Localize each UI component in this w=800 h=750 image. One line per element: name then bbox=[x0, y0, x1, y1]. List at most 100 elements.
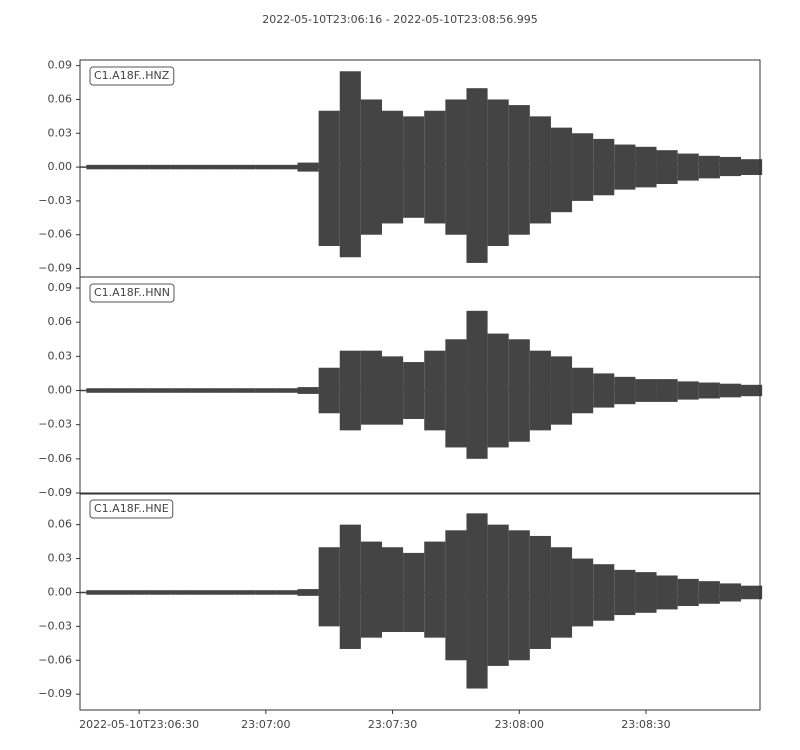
waveform-envelope bbox=[698, 382, 720, 399]
y-tick-label: 0.03 bbox=[48, 349, 73, 362]
waveform-envelope bbox=[128, 388, 150, 393]
y-tick-label: −0.03 bbox=[38, 619, 72, 632]
waveform-envelope bbox=[276, 590, 298, 595]
waveform-envelope bbox=[234, 164, 256, 170]
trace-label-box bbox=[89, 283, 175, 303]
waveform-envelope bbox=[572, 558, 594, 627]
waveform-envelope bbox=[656, 575, 678, 610]
trace-label-box bbox=[89, 499, 174, 519]
waveform-envelope bbox=[170, 590, 192, 595]
waveform-envelope bbox=[550, 127, 573, 213]
waveform-envelope bbox=[572, 133, 594, 201]
y-tick-label: −0.06 bbox=[38, 653, 72, 666]
waveform-envelope bbox=[656, 150, 678, 184]
waveform-envelope bbox=[424, 110, 446, 224]
waveform-envelope bbox=[213, 388, 235, 393]
x-tick-label: 23:07:00 bbox=[241, 718, 290, 731]
waveform-envelope bbox=[191, 388, 214, 393]
waveform-envelope bbox=[424, 541, 446, 638]
waveform-envelope bbox=[719, 383, 742, 398]
waveform-envelope bbox=[381, 110, 404, 224]
waveform-envelope bbox=[381, 547, 404, 633]
waveform-envelope bbox=[149, 164, 171, 170]
waveform-envelope bbox=[107, 590, 129, 595]
waveform-envelope bbox=[466, 88, 488, 263]
trace-label: C1.A18F..HNE bbox=[94, 502, 169, 515]
chart-title: 2022-05-10T23:06:16 - 2022-05-10T23:08:5… bbox=[262, 13, 538, 26]
waveform-envelope bbox=[466, 513, 488, 689]
waveform-envelope bbox=[487, 333, 509, 448]
waveform-envelope bbox=[297, 162, 319, 172]
waveform-envelope bbox=[318, 547, 340, 627]
waveform-envelope bbox=[593, 373, 615, 408]
y-tick-label: 0.03 bbox=[48, 126, 73, 139]
x-tick-label: 2022-05-10T23:06:30 bbox=[79, 718, 199, 731]
waveform-envelope bbox=[360, 350, 382, 425]
waveform-envelope bbox=[128, 164, 150, 170]
waveform-envelope bbox=[508, 105, 530, 235]
waveform-envelope bbox=[741, 585, 763, 600]
waveform-envelope bbox=[424, 350, 446, 431]
y-tick-label: 0.06 bbox=[48, 92, 73, 105]
y-tick-label: −0.03 bbox=[38, 194, 72, 207]
waveform-envelope bbox=[719, 583, 742, 602]
waveform-envelope bbox=[445, 530, 467, 661]
waveform-envelope bbox=[593, 138, 615, 196]
waveform-envelope bbox=[677, 153, 699, 181]
trace-label: C1.A18F..HNZ bbox=[94, 69, 170, 82]
waveform-envelope bbox=[297, 589, 319, 596]
waveform-envelope bbox=[128, 590, 150, 595]
waveform-envelope bbox=[403, 116, 425, 218]
waveform-envelope bbox=[656, 379, 678, 402]
waveform-envelope bbox=[213, 590, 235, 595]
waveform-envelope bbox=[255, 164, 277, 170]
waveform-envelope bbox=[698, 581, 720, 604]
waveform-envelope bbox=[191, 590, 214, 595]
waveform-envelope bbox=[255, 388, 277, 393]
y-tick-label: −0.09 bbox=[38, 262, 72, 275]
y-tick-label: 0.00 bbox=[48, 585, 73, 598]
waveform-envelope bbox=[86, 164, 108, 170]
waveform-envelope bbox=[191, 164, 214, 170]
y-tick-label: 0.00 bbox=[48, 384, 73, 397]
panel-frame bbox=[79, 276, 761, 495]
waveform-envelope bbox=[381, 356, 404, 425]
waveform-envelope bbox=[107, 164, 129, 170]
waveform-envelope bbox=[741, 384, 763, 397]
x-tick-label: 23:07:30 bbox=[368, 718, 417, 731]
y-tick-label: 0.09 bbox=[48, 281, 73, 294]
waveform-envelope bbox=[339, 350, 361, 431]
waveform-envelope bbox=[445, 99, 467, 235]
waveform-envelope bbox=[550, 547, 573, 638]
waveform-envelope bbox=[255, 590, 277, 595]
waveform-envelope bbox=[614, 569, 636, 616]
waveform-envelope bbox=[403, 362, 425, 419]
waveform-envelope bbox=[339, 524, 361, 649]
waveform-envelope bbox=[529, 116, 551, 224]
waveform-envelope bbox=[213, 164, 235, 170]
trace-label-box bbox=[89, 66, 175, 86]
waveform-envelope bbox=[297, 387, 319, 394]
waveform-envelope bbox=[170, 164, 192, 170]
y-tick-label: −0.06 bbox=[38, 452, 72, 465]
waveform-envelope bbox=[529, 350, 551, 431]
waveform-envelope bbox=[170, 388, 192, 393]
waveform-envelope bbox=[635, 379, 657, 402]
waveform-envelope bbox=[360, 99, 382, 235]
y-tick-label: −0.09 bbox=[38, 687, 72, 700]
waveform-envelope bbox=[741, 159, 763, 175]
y-tick-label: −0.09 bbox=[38, 486, 72, 499]
waveform-envelope bbox=[149, 388, 171, 393]
x-tick-label: 23:08:30 bbox=[621, 718, 670, 731]
waveform-envelope bbox=[593, 564, 615, 621]
waveform-envelope bbox=[318, 110, 340, 247]
waveform-envelope bbox=[360, 541, 382, 638]
y-tick-label: 0.06 bbox=[48, 315, 73, 328]
y-tick-label: 0.00 bbox=[48, 160, 73, 173]
waveform-envelope bbox=[466, 310, 488, 459]
waveform-envelope bbox=[635, 146, 657, 188]
waveform-envelope bbox=[445, 339, 467, 448]
waveform-envelope bbox=[635, 572, 657, 613]
waveform-envelope bbox=[149, 590, 171, 595]
